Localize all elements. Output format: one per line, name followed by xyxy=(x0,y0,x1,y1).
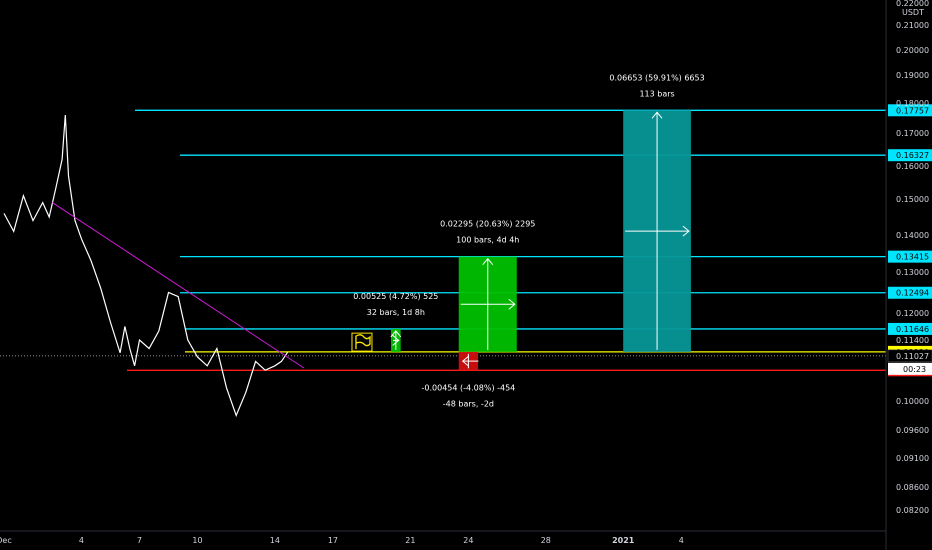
time-tick-label: 2021 xyxy=(612,536,635,545)
measure-arrowhead xyxy=(461,355,470,367)
measure-sublabel: 32 bars, 1d 8h xyxy=(367,308,425,317)
horizontal-levels xyxy=(0,109,886,371)
level-price-tag xyxy=(888,149,932,162)
countdown-tag xyxy=(888,362,932,375)
trendline xyxy=(52,202,305,369)
level-price-label: 0.11646 xyxy=(896,325,929,334)
price-tick-label: 0.16000 xyxy=(896,162,929,171)
level-price-label: 0.12494 xyxy=(896,289,929,298)
price-tick-label: 0.09600 xyxy=(896,426,929,435)
measure-label: -0.00454 (-4.08%) -454 xyxy=(422,383,516,392)
countdown-label: 00:23 xyxy=(903,365,926,374)
time-tick-label: 28 xyxy=(541,536,551,545)
time-tick-label: 4 xyxy=(79,536,84,545)
level-price-label: 0.17757 xyxy=(896,106,929,115)
measure-sublabel: 113 bars xyxy=(639,89,674,98)
price-tick-label: 0.19000 xyxy=(896,71,929,80)
flag-icon xyxy=(355,334,371,350)
last-price-tag xyxy=(887,349,932,363)
measure-label: 0.06653 (59.91%) 6653 xyxy=(609,73,704,82)
price-tick-label: 0.09100 xyxy=(896,454,929,463)
price-tick-label: 0.20000 xyxy=(896,46,929,55)
price-series xyxy=(3,114,289,418)
flag-group xyxy=(351,332,373,352)
time-tick-label: 10 xyxy=(192,536,202,545)
measure-arrowhead xyxy=(392,335,400,346)
time-tick-label: 4 xyxy=(679,536,684,545)
level-price-tag xyxy=(888,322,932,335)
measure-arrowhead xyxy=(651,111,663,119)
time-tick-label: 24 xyxy=(463,536,473,545)
currency-label: USDT xyxy=(902,8,924,17)
level-price-tag xyxy=(888,104,932,117)
measure-sublabel: 100 bars, 4d 4h xyxy=(456,236,519,245)
level-price-label: 0.16327 xyxy=(896,151,929,160)
flag-box xyxy=(351,332,373,352)
price-tick-label: 0.14000 xyxy=(896,231,929,240)
price-tick-label: 0.15000 xyxy=(896,195,929,204)
level-price-label: 0.13415 xyxy=(896,253,929,262)
level-price-tag xyxy=(888,250,932,263)
measure-boxes xyxy=(390,110,691,371)
price-tick-label: 0.18000 xyxy=(896,99,929,108)
time-axis[interactable]: Dec 4 7 10 14 17 21 24 28 2021 4 xyxy=(0,530,886,545)
price-tick-label: 0.11400 xyxy=(896,336,929,345)
time-tick-label: 17 xyxy=(328,536,338,545)
level-price-tag xyxy=(888,286,932,299)
time-tick-label: Dec xyxy=(0,536,12,545)
measure-arrowhead xyxy=(682,225,690,237)
price-tick-label: 0.13000 xyxy=(896,268,929,277)
price-tick-label: 0.10000 xyxy=(896,397,929,406)
price-axis[interactable]: USDT 0.17757 0.16327 0.13415 0.12494 0.11646… xyxy=(885,0,932,550)
measure-arrowhead xyxy=(508,298,516,310)
price-tick-label: 0.17000 xyxy=(896,129,929,138)
price-tick-label: 0.12000 xyxy=(896,309,929,318)
price-tick-label: 0.22000 xyxy=(896,0,929,8)
time-tick-label: 7 xyxy=(137,536,142,545)
time-tick-label: 14 xyxy=(270,536,280,545)
measure-sublabel: -48 bars, -2d xyxy=(443,399,494,408)
price-tick-label: 0.08600 xyxy=(896,483,929,492)
price-tick-label: 0.08200 xyxy=(896,506,929,515)
price-tick-label: 0.21000 xyxy=(896,21,929,30)
price-line xyxy=(3,114,289,418)
measure-label: 0.00525 (4.72%) 525 xyxy=(353,292,438,301)
trendline-group xyxy=(52,202,305,369)
time-tick-label: 21 xyxy=(405,536,415,545)
measure-label: 0.02295 (20.63%) 2295 xyxy=(440,220,535,229)
measure-arrowhead xyxy=(390,330,402,338)
measure-labels: 0.02295 (20.63%) 2295 100 bars, 4d 4h 0.00… xyxy=(353,73,704,408)
last-price-label: 0.11027 xyxy=(896,352,929,361)
measure-arrowhead xyxy=(482,257,494,265)
